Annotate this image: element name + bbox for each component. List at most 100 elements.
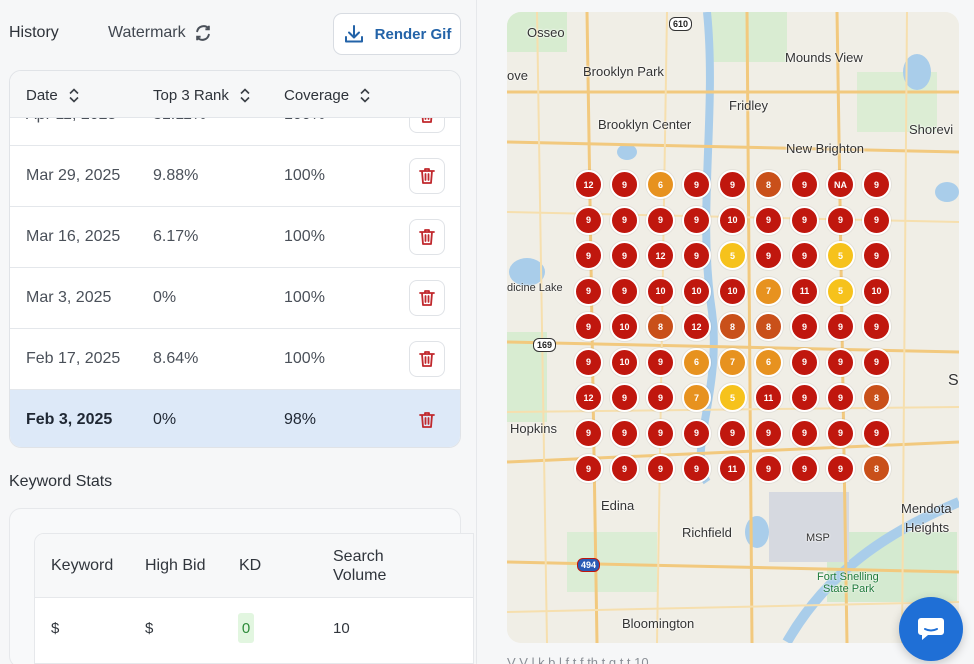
rank-pin[interactable]: 9	[574, 454, 603, 483]
rank-pin[interactable]: 5	[826, 276, 855, 306]
rank-pin[interactable]: 7	[718, 347, 747, 377]
rank-pin[interactable]: 9	[574, 276, 603, 306]
rank-pin[interactable]: 5	[718, 241, 747, 270]
rank-pin[interactable]: 9	[790, 205, 819, 235]
rank-pin[interactable]: 9	[610, 276, 639, 306]
rank-pin[interactable]: 9	[718, 418, 747, 448]
rank-pin[interactable]: 12	[646, 241, 675, 270]
rank-pin[interactable]: 9	[574, 418, 603, 448]
delete-button[interactable]	[409, 280, 445, 316]
rank-pin[interactable]: 7	[682, 383, 711, 412]
rank-pin[interactable]: 9	[790, 312, 819, 341]
rank-pin[interactable]: 9	[718, 170, 747, 199]
col-coverage[interactable]: Coverage	[284, 87, 371, 104]
rank-pin[interactable]: 8	[754, 170, 783, 199]
rank-pin[interactable]: 10	[862, 276, 891, 306]
rank-pin[interactable]: 10	[718, 205, 747, 235]
rank-pin[interactable]: 9	[646, 383, 675, 412]
rank-pin[interactable]: 9	[682, 170, 711, 199]
rank-pin[interactable]: 7	[754, 276, 783, 306]
col-date[interactable]: Date	[26, 87, 80, 104]
table-row[interactable]: Feb 17, 2025 8.64% 100%	[10, 329, 460, 390]
rank-pin[interactable]: 10	[682, 276, 711, 306]
delete-button[interactable]	[409, 158, 445, 194]
rank-pin[interactable]: 9	[574, 241, 603, 270]
col-top3[interactable]: Top 3 Rank	[153, 87, 251, 104]
rank-pin[interactable]: 9	[862, 312, 891, 341]
rank-pin[interactable]: 9	[610, 418, 639, 448]
rank-pin[interactable]: 9	[826, 205, 855, 235]
rank-pin[interactable]: 9	[862, 205, 891, 235]
rank-pin[interactable]: 9	[826, 312, 855, 341]
rank-pin[interactable]: 8	[646, 312, 675, 341]
rank-pin[interactable]: 9	[682, 205, 711, 235]
rank-pin[interactable]: 11	[790, 276, 819, 306]
rank-pin[interactable]: 10	[610, 312, 639, 341]
rank-pin[interactable]: 9	[754, 418, 783, 448]
rank-pin[interactable]: 8	[862, 454, 891, 483]
rank-pin[interactable]: 9	[790, 418, 819, 448]
rank-pin[interactable]: 9	[862, 347, 891, 377]
rank-pin[interactable]: 10	[646, 276, 675, 306]
rank-pin[interactable]: 9	[790, 241, 819, 270]
rank-pin[interactable]: 9	[646, 418, 675, 448]
rank-pin[interactable]: 5	[826, 241, 855, 270]
rank-pin[interactable]: 9	[610, 241, 639, 270]
rank-pin[interactable]: 9	[646, 347, 675, 377]
rank-pin[interactable]: 8	[754, 312, 783, 341]
rank-pin[interactable]: 9	[826, 383, 855, 412]
chat-launcher-button[interactable]	[899, 597, 963, 661]
table-row[interactable]: Mar 3, 2025 0% 100%	[10, 268, 460, 329]
rank-pin[interactable]: 11	[718, 454, 747, 483]
rank-pin[interactable]: 12	[682, 312, 711, 341]
rank-pin[interactable]: 9	[790, 170, 819, 199]
watermark-toggle[interactable]: Watermark	[108, 24, 211, 42]
rank-pin[interactable]: 6	[682, 347, 711, 377]
delete-button[interactable]	[409, 341, 445, 377]
delete-button[interactable]	[409, 402, 445, 438]
rank-pin[interactable]: 9	[826, 418, 855, 448]
rank-pin[interactable]: 9	[610, 170, 639, 199]
map-label: State Park	[823, 583, 875, 595]
rank-pin[interactable]: 9	[682, 241, 711, 270]
rank-pin[interactable]: 8	[718, 312, 747, 341]
rank-pin[interactable]: 9	[682, 418, 711, 448]
rank-pin[interactable]: 12	[574, 170, 603, 199]
rank-pin[interactable]: 9	[862, 418, 891, 448]
rank-pin[interactable]: 6	[646, 170, 675, 199]
rank-pin[interactable]: 6	[754, 347, 783, 377]
rank-grid-map[interactable]: Osseo Brooklyn Park Mounds View Fridley …	[507, 12, 959, 643]
rank-pin[interactable]: NA	[826, 170, 855, 199]
rank-pin[interactable]: 9	[610, 205, 639, 235]
rank-pin[interactable]: 9	[610, 454, 639, 483]
rank-pin[interactable]: 12	[574, 383, 603, 412]
refresh-icon[interactable]	[195, 25, 211, 41]
rank-pin[interactable]: 9	[574, 347, 603, 377]
rank-pin[interactable]: 9	[574, 205, 603, 235]
rank-pin[interactable]: 9	[754, 241, 783, 270]
rank-pin[interactable]: 9	[646, 454, 675, 483]
delete-button[interactable]	[409, 219, 445, 255]
rank-pin[interactable]: 9	[574, 312, 603, 341]
rank-pin[interactable]: 9	[826, 454, 855, 483]
rank-pin[interactable]: 10	[610, 347, 639, 377]
rank-pin[interactable]: 9	[646, 205, 675, 235]
rank-pin[interactable]: 9	[754, 205, 783, 235]
rank-pin[interactable]: 9	[790, 347, 819, 377]
rank-pin[interactable]: 9	[790, 383, 819, 412]
rank-pin[interactable]: 9	[862, 241, 891, 270]
rank-pin[interactable]: 11	[754, 383, 783, 412]
rank-pin[interactable]: 9	[826, 347, 855, 377]
table-row[interactable]: Mar 29, 2025 9.88% 100%	[10, 146, 460, 207]
rank-pin[interactable]: 9	[790, 454, 819, 483]
rank-pin[interactable]: 9	[610, 383, 639, 412]
rank-pin[interactable]: 10	[718, 276, 747, 306]
render-gif-button[interactable]: Render Gif	[333, 13, 461, 55]
rank-pin[interactable]: 8	[862, 383, 891, 412]
rank-pin[interactable]: 5	[718, 383, 747, 412]
table-row[interactable]: Feb 3, 2025 0% 98%	[10, 390, 460, 447]
rank-pin[interactable]: 9	[682, 454, 711, 483]
table-row[interactable]: Mar 16, 2025 6.17% 100%	[10, 207, 460, 268]
rank-pin[interactable]: 9	[754, 454, 783, 483]
rank-pin[interactable]: 9	[862, 170, 891, 199]
